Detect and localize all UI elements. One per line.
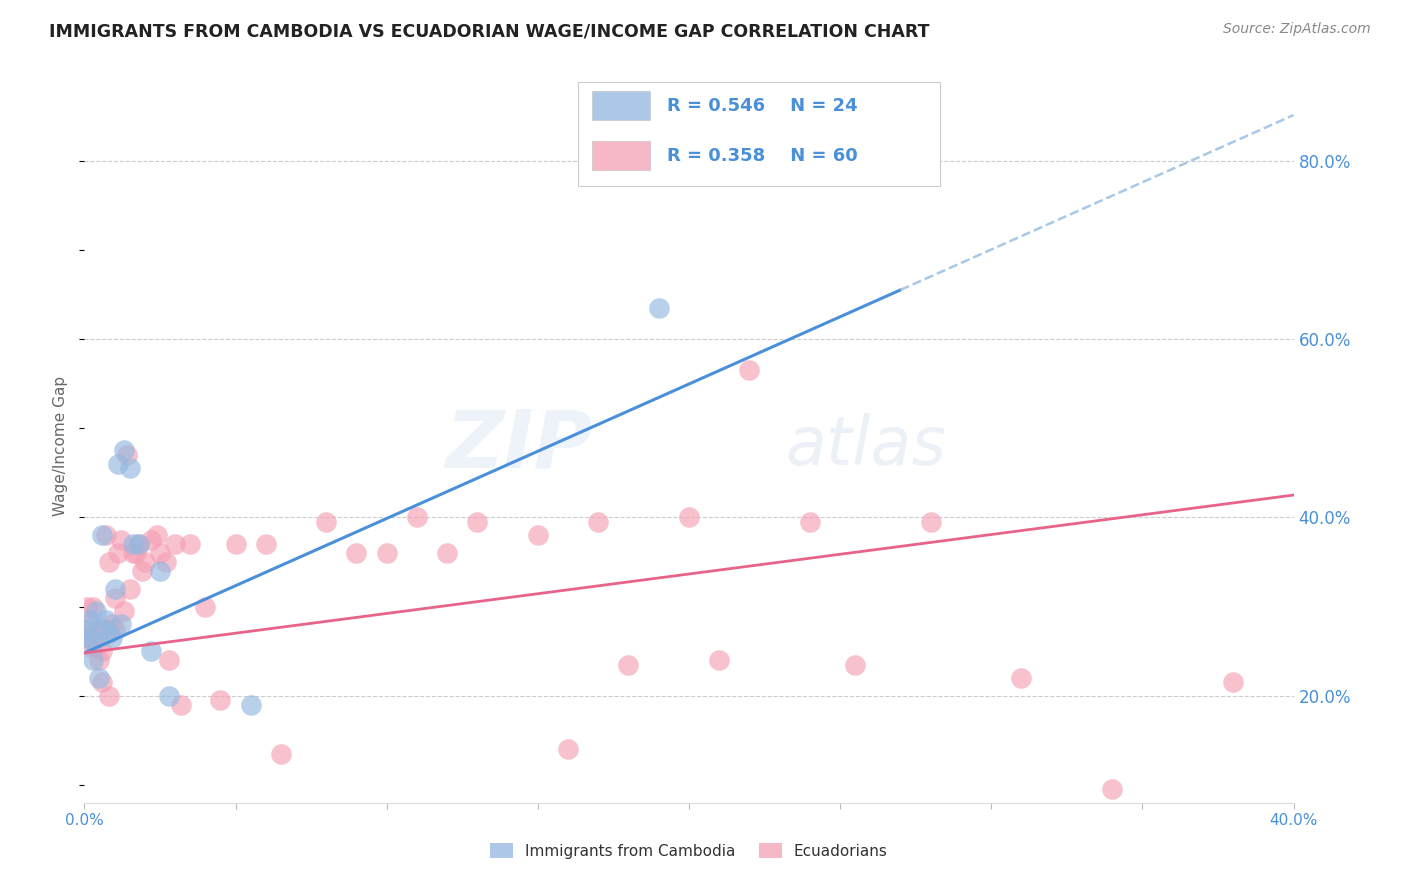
Point	[89, 653, 111, 667]
Point	[89, 622, 111, 636]
Point	[94, 528, 117, 542]
Point	[467, 515, 489, 529]
Point	[86, 604, 108, 618]
Point	[678, 510, 700, 524]
Point	[112, 443, 135, 458]
Point	[115, 448, 138, 462]
Point	[157, 653, 180, 667]
Point	[76, 599, 98, 614]
Text: R = 0.546    N = 24: R = 0.546 N = 24	[668, 96, 858, 114]
Point	[94, 613, 117, 627]
Point	[125, 546, 148, 560]
FancyBboxPatch shape	[592, 141, 650, 169]
Point	[139, 644, 162, 658]
Point	[107, 546, 129, 560]
Point	[89, 671, 111, 685]
Point	[270, 747, 292, 761]
Point	[346, 546, 368, 560]
Point	[165, 537, 187, 551]
Point	[86, 640, 108, 654]
Point	[79, 613, 101, 627]
Point	[128, 537, 150, 551]
Point	[648, 301, 671, 315]
Point	[91, 622, 114, 636]
Point	[146, 528, 169, 542]
Point	[557, 742, 579, 756]
Point	[315, 515, 337, 529]
Point	[1101, 782, 1123, 797]
Point	[799, 515, 821, 529]
Point	[112, 604, 135, 618]
Point	[131, 564, 153, 578]
Text: R = 0.358    N = 60: R = 0.358 N = 60	[668, 146, 858, 164]
Point	[709, 653, 731, 667]
Point	[844, 657, 866, 672]
Point	[118, 582, 141, 596]
Point	[170, 698, 193, 712]
Point	[157, 689, 180, 703]
Point	[91, 675, 114, 690]
Point	[97, 689, 120, 703]
Point	[121, 546, 143, 560]
Legend: Immigrants from Cambodia, Ecuadorians: Immigrants from Cambodia, Ecuadorians	[482, 836, 896, 866]
Point	[79, 631, 101, 645]
Point	[94, 622, 117, 636]
Point	[97, 555, 120, 569]
Point	[194, 599, 217, 614]
Point	[100, 631, 122, 645]
Point	[76, 631, 98, 645]
Point	[82, 599, 104, 614]
Point	[149, 564, 172, 578]
Text: atlas: atlas	[786, 413, 946, 479]
Point	[527, 528, 550, 542]
Point	[588, 515, 610, 529]
Point	[118, 461, 141, 475]
Point	[254, 537, 277, 551]
Point	[82, 631, 104, 645]
Point	[239, 698, 262, 712]
Point	[79, 640, 101, 654]
Point	[155, 555, 177, 569]
Point	[375, 546, 398, 560]
Point	[110, 533, 132, 547]
Text: ZIP: ZIP	[444, 407, 592, 485]
Point	[97, 626, 120, 640]
Point	[139, 533, 162, 547]
Point	[225, 537, 247, 551]
Point	[107, 457, 129, 471]
Point	[100, 617, 122, 632]
Text: Source: ZipAtlas.com: Source: ZipAtlas.com	[1223, 22, 1371, 37]
Text: IMMIGRANTS FROM CAMBODIA VS ECUADORIAN WAGE/INCOME GAP CORRELATION CHART: IMMIGRANTS FROM CAMBODIA VS ECUADORIAN W…	[49, 22, 929, 40]
Point	[209, 693, 232, 707]
Point	[104, 591, 127, 605]
Point	[617, 657, 640, 672]
Point	[436, 546, 458, 560]
Point	[91, 528, 114, 542]
Point	[1011, 671, 1033, 685]
Point	[110, 617, 132, 632]
Point	[79, 617, 101, 632]
Point	[128, 537, 150, 551]
Point	[1222, 675, 1244, 690]
Point	[82, 653, 104, 667]
Point	[738, 363, 761, 377]
Point	[134, 555, 156, 569]
Point	[82, 635, 104, 649]
Point	[179, 537, 201, 551]
Point	[104, 622, 127, 636]
Point	[920, 515, 942, 529]
Point	[76, 622, 98, 636]
FancyBboxPatch shape	[578, 82, 941, 186]
FancyBboxPatch shape	[592, 91, 650, 120]
Point	[104, 582, 127, 596]
Y-axis label: Wage/Income Gap: Wage/Income Gap	[53, 376, 69, 516]
Point	[91, 644, 114, 658]
Point	[121, 537, 143, 551]
Point	[149, 546, 172, 560]
Point	[406, 510, 429, 524]
